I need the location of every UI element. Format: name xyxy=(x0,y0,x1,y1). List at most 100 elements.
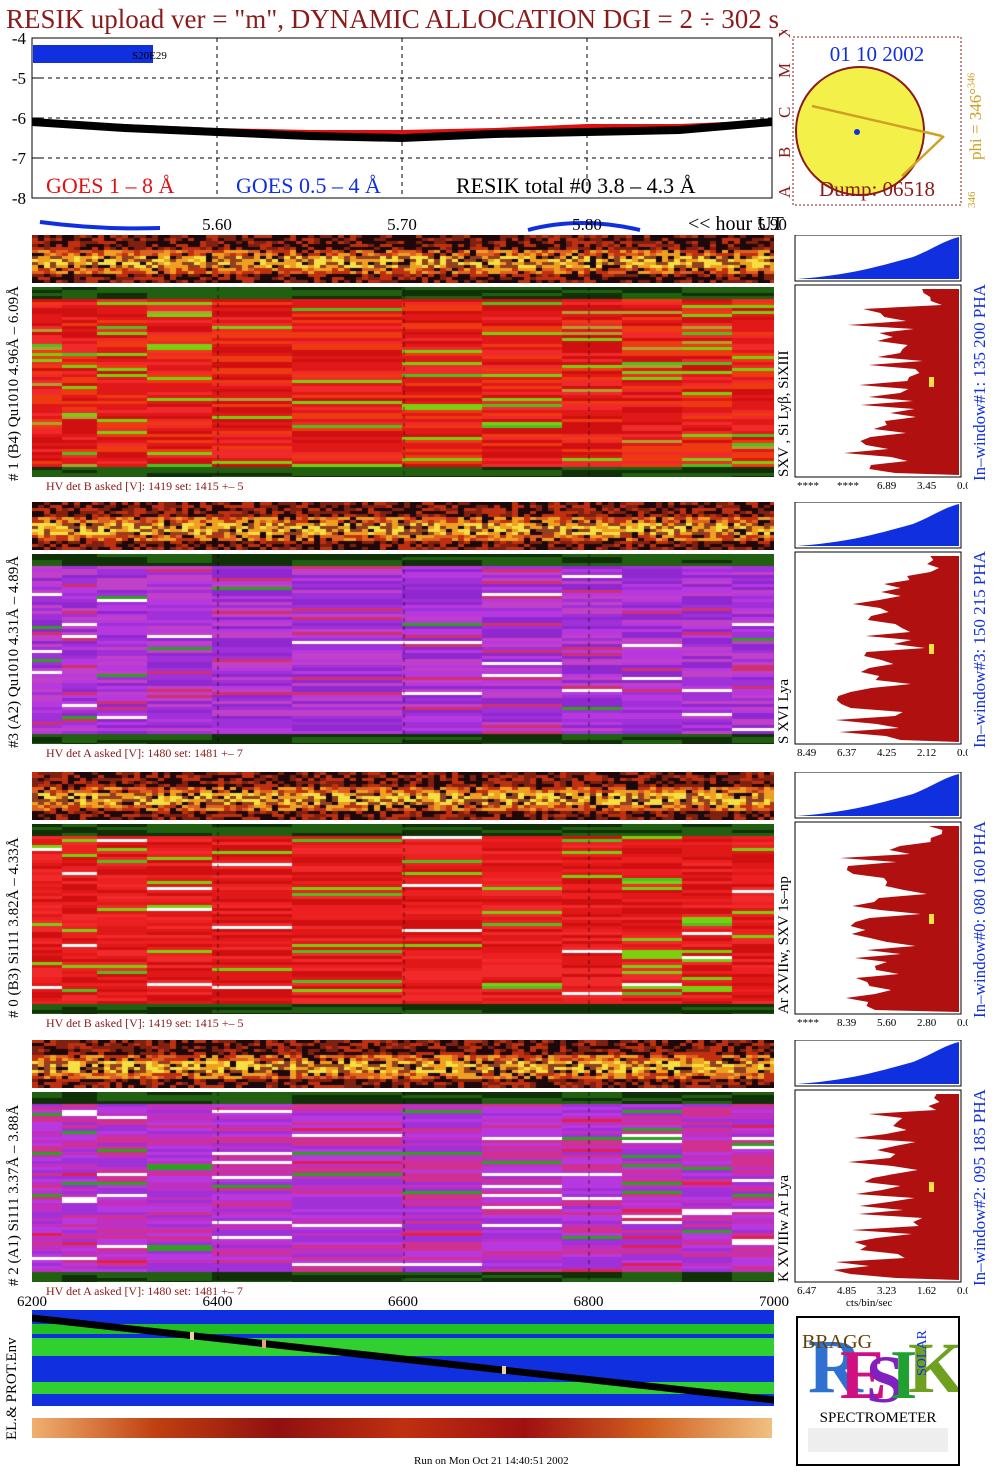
histogram-tick: 6.47 xyxy=(797,1285,817,1295)
histogram-red xyxy=(839,826,959,1012)
svg-text:K: K xyxy=(908,1328,958,1408)
spectral-line-label: K XVIIIw Ar Lya xyxy=(776,1174,792,1282)
legend-resik: RESIK total #0 3.8 – 4.3 Å xyxy=(456,173,696,198)
logo-caption: SPECTROMETER xyxy=(820,1410,937,1426)
goes-y-tick: -7 xyxy=(12,149,27,168)
time-unit-label: << hour UT xyxy=(688,213,784,235)
in-window-label: In–window#2: 095 185 PHA xyxy=(970,1089,989,1286)
phi-small: 346 xyxy=(966,191,978,209)
spectrogram xyxy=(32,554,774,744)
goes-short-trace xyxy=(527,221,641,232)
in-window-label: In–window#1: 135 200 PHA xyxy=(970,284,989,481)
channel-label: #3 (A2) Qu1010 4.31Å – 4.89Å xyxy=(6,555,22,748)
time-tick-label: 5.70 xyxy=(387,215,417,234)
in-window-label: In–window#0: 080 160 PHA xyxy=(970,821,989,1018)
pha-histogram: 6.47 4.85 3.23 1.62 0.00 xyxy=(794,1040,968,1295)
histogram-tick: 4.25 xyxy=(877,747,897,757)
goes-chart: S20E29 -4 -5 -6 -7 -8 GOES 1 – 8 Å GOES 0.5 … xyxy=(12,26,794,235)
time-tick-label: 5.90 xyxy=(757,215,787,234)
time-tick-label: 5.60 xyxy=(202,215,232,234)
histogram-blue xyxy=(797,237,959,279)
histogram-tick: 0.00 xyxy=(957,480,968,490)
legend-goes-short: GOES 0.5 – 4 Å xyxy=(236,173,381,198)
logo-solar: SOLAR xyxy=(915,1329,930,1376)
env-trace xyxy=(31,1314,775,1404)
channel-label: # 1 (B4) Qu1010 4.96Å – 6.09Å xyxy=(6,286,22,481)
svg-text:S: S xyxy=(866,1341,904,1417)
svg-text:I: I xyxy=(890,1337,917,1414)
histogram-unit: cts/bin/sec xyxy=(846,1297,893,1309)
histogram-tick: 5.60 xyxy=(877,1017,897,1027)
channel-label: # 0 (B3) Si111 3.82Å – 4.33Å xyxy=(6,837,22,1018)
sun-disk xyxy=(795,66,925,196)
pha-histogram: 8.49 6.37 4.25 2.12 0.00 xyxy=(794,502,968,757)
channel-block: HV det B asked [V]: 1419 set: 1415 +– 5 #… xyxy=(0,772,1004,1030)
histogram-red xyxy=(835,556,959,742)
env-panel xyxy=(31,1310,775,1406)
goes-short-trace xyxy=(39,220,161,231)
histogram-tick: **** xyxy=(797,1017,819,1027)
in-window-label: In–window#3: 150 215 PHA xyxy=(970,551,989,748)
dump-number: Dump: 06518 xyxy=(819,177,935,201)
bottom-axis-tick: 6800 xyxy=(574,1294,604,1310)
histogram-blue xyxy=(797,774,959,816)
histogram-blue xyxy=(797,1042,959,1084)
histogram-tick: 6.89 xyxy=(877,480,897,490)
histogram-tick: 0.00 xyxy=(957,747,968,757)
observation-date: 01 10 2002 xyxy=(830,42,925,66)
goes-y-tick: -6 xyxy=(12,109,26,128)
histogram-red xyxy=(843,289,959,475)
histogram-tick: 8.49 xyxy=(797,747,817,757)
histogram-tick: 3.45 xyxy=(917,480,937,490)
run-timestamp: Run on Mon Oct 21 14:40:51 2002 xyxy=(414,1455,569,1467)
goes-y-tick: -4 xyxy=(12,30,27,48)
histogram-tick: 0.00 xyxy=(957,1285,968,1295)
goes-short-bar xyxy=(33,45,153,63)
light-curve-heatstrip xyxy=(32,502,774,550)
goes-series-line xyxy=(31,118,773,143)
bottom-axis-tick: 6200 xyxy=(17,1294,47,1310)
window-marker xyxy=(929,377,934,387)
hv-status-text: HV det A asked [V]: 1480 set: 1481 +– 7 xyxy=(46,746,243,760)
spectrogram xyxy=(32,287,774,477)
bottom-axis: 6200 6400 6600 6800 7000 xyxy=(0,1290,790,1310)
channel-block: HV det B asked [V]: 1419 set: 1415 +– 5 #… xyxy=(0,235,1004,493)
channel-block: HV det A asked [V]: 1480 set: 1481 +– 7 #… xyxy=(0,502,1004,760)
histogram-blue xyxy=(797,504,959,546)
bottom-axis-tick: 6600 xyxy=(388,1294,418,1310)
histogram-tick: 0.00 xyxy=(957,1017,968,1027)
window-marker xyxy=(929,1182,934,1192)
window-marker xyxy=(929,914,934,924)
histogram-tick: 3.23 xyxy=(877,1285,897,1295)
spectrogram xyxy=(32,824,774,1014)
goes-y-tick: -8 xyxy=(12,189,26,208)
histogram-tick: 2.80 xyxy=(917,1017,937,1027)
active-region-annotation: S20E29 xyxy=(132,50,167,62)
histogram-tick: 8.39 xyxy=(837,1017,857,1027)
env-label: EL.& PROT.Env xyxy=(4,1337,20,1440)
pha-histogram: **** 8.39 5.60 2.80 0.00 xyxy=(794,772,968,1027)
phi-label: phi = 346°346 xyxy=(966,72,985,160)
logo-bragg: BRAGG xyxy=(802,1331,872,1353)
histogram-red xyxy=(833,1094,959,1280)
goes-class-letter: C xyxy=(775,107,790,118)
light-curve-heatstrip xyxy=(32,235,774,283)
goes-y-tick: -5 xyxy=(12,69,26,88)
env-heat-strip xyxy=(32,1418,772,1438)
histogram-tick: 6.37 xyxy=(837,747,857,757)
goes-class-letter: B xyxy=(775,147,790,158)
hv-status-text: HV det A asked [V]: 1480 set: 1481 +– 7 xyxy=(46,1284,243,1298)
svg-text:E: E xyxy=(840,1337,887,1414)
hv-status-text: HV det B asked [V]: 1419 set: 1415 +– 5 xyxy=(46,479,244,493)
legend-goes-long: GOES 1 – 8 Å xyxy=(46,173,174,198)
goes-lightcurve-panel: S20E29 -4 -5 -6 -7 -8 GOES 1 – 8 Å GOES 0.5 … xyxy=(0,26,794,235)
svg-text:R: R xyxy=(808,1325,864,1409)
time-tick-label: 5.80 xyxy=(572,215,602,234)
page-title: RESIK upload ver = "m", DYNAMIC ALLOCATI… xyxy=(6,4,780,34)
spectral-line-label: S XVI Lya xyxy=(776,679,792,744)
histogram-tick: **** xyxy=(837,480,859,490)
window-marker xyxy=(929,644,934,654)
spectral-line-label: SXV , Si Lyβ, SiXIII xyxy=(776,350,792,477)
spectral-line-label: Ar XVIIw, SXV 1s–np xyxy=(776,876,792,1014)
light-curve-heatstrip xyxy=(32,1040,774,1088)
